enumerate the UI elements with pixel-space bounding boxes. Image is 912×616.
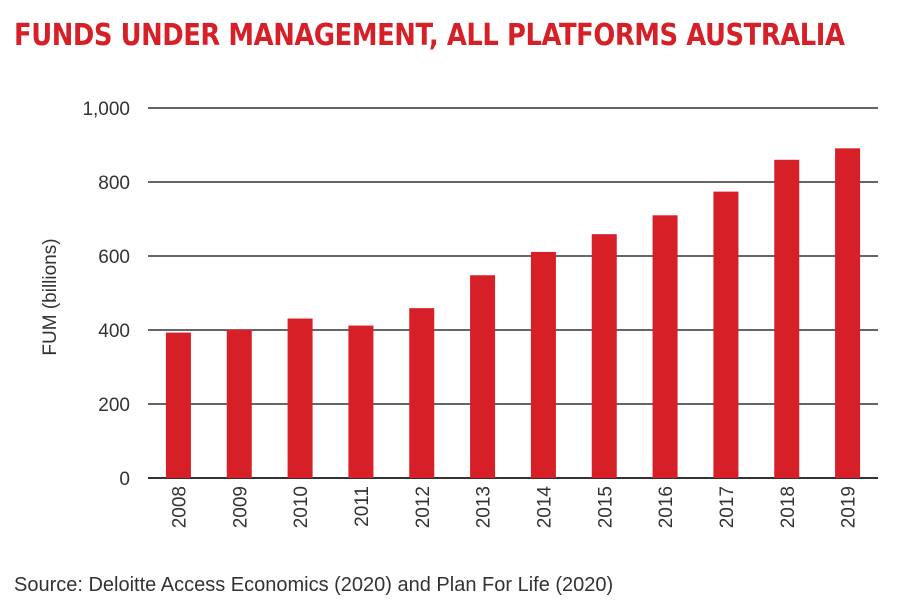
bar-2015 [591, 234, 617, 478]
y-tick-label: 200 [98, 395, 130, 416]
bar-2012 [409, 308, 435, 478]
x-tick-label: 2015 [595, 486, 616, 528]
x-tick-label: 2013 [474, 486, 495, 528]
bar-2016 [652, 215, 678, 479]
bar-2018 [774, 159, 800, 479]
source-note: Source: Deloitte Access Economics (2020)… [14, 574, 614, 596]
y-tick-label: 1,000 [82, 99, 130, 120]
x-tick-label: 2008 [169, 486, 190, 528]
bar-2017 [713, 191, 739, 478]
x-tick-label: 2018 [778, 486, 799, 528]
x-tick-label: 2011 [352, 486, 373, 527]
x-tick-label: 2019 [839, 486, 860, 528]
y-axis-label: FUM (billions) [40, 238, 61, 355]
bar-2008 [165, 332, 191, 478]
y-tick-label: 600 [98, 247, 130, 268]
gridlines [148, 107, 878, 479]
bar-2019 [835, 148, 861, 478]
bar-2013 [470, 275, 496, 478]
x-tick-label: 2017 [717, 486, 738, 528]
y-tick-label: 400 [98, 321, 130, 342]
y-tick-label: 800 [98, 173, 130, 194]
bar-2011 [348, 325, 374, 478]
y-tick-label: 0 [119, 469, 130, 490]
y-axis-ticks: 0 200 400 600 800 1,000 [82, 99, 130, 490]
x-tick-label: 2012 [413, 486, 434, 528]
bar-2014 [530, 251, 556, 478]
x-tick-label: 2009 [230, 486, 251, 528]
x-tick-label: 2016 [656, 486, 677, 528]
bars [165, 148, 861, 479]
chart-title: FUNDS UNDER MANAGEMENT, ALL PLATFORMS AU… [14, 18, 845, 53]
x-tick-label: 2010 [291, 486, 312, 528]
x-axis-ticks: 2008 2009 2010 2011 2012 2013 2014 2015 2016 2017… [169, 486, 859, 529]
bar-2010 [287, 318, 313, 478]
x-tick-label: 2014 [534, 486, 555, 529]
bar-2009 [226, 329, 252, 478]
